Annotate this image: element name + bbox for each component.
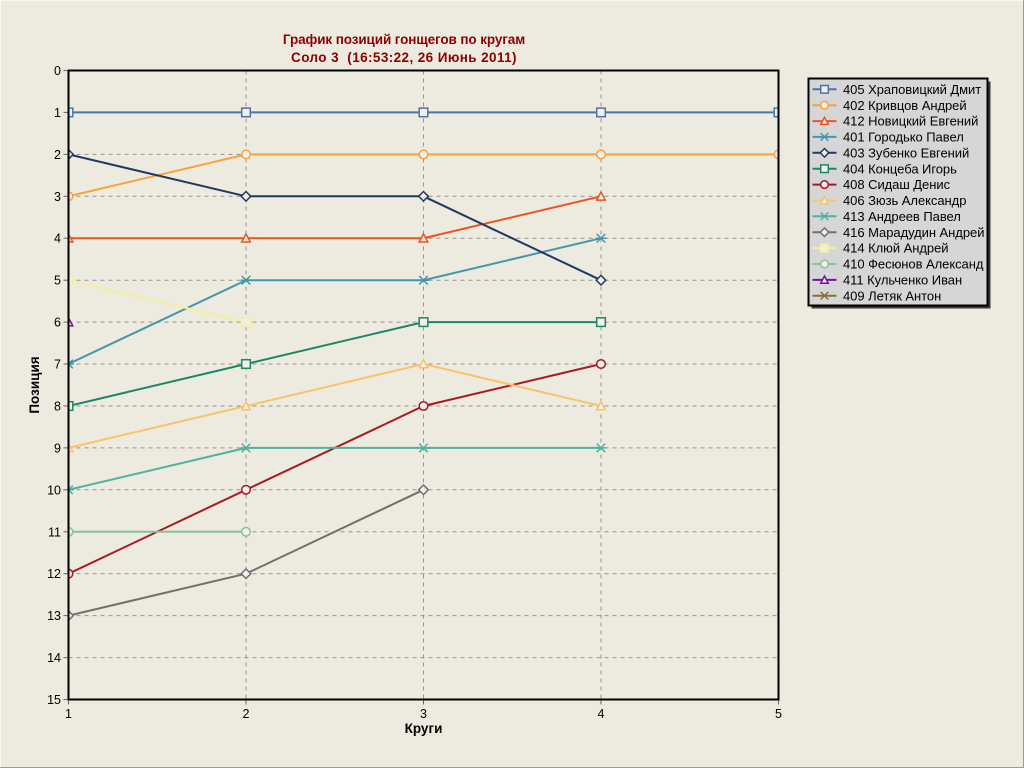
svg-text:4: 4 [54, 232, 61, 246]
svg-text:14: 14 [47, 651, 61, 665]
svg-text:405 Храповицкий Дмит: 405 Храповицкий Дмит [843, 82, 981, 97]
svg-text:3: 3 [54, 190, 61, 204]
svg-text:412 Новицкий Евгений: 412 Новицкий Евгений [843, 114, 978, 129]
svg-text:402 Кривцов Андрей: 402 Кривцов Андрей [843, 98, 967, 113]
svg-text:2: 2 [243, 707, 250, 721]
svg-text:403 Зубенко Евгений: 403 Зубенко Евгений [843, 145, 969, 160]
svg-text:7: 7 [54, 358, 61, 372]
svg-text:8: 8 [54, 400, 61, 414]
svg-text:6: 6 [54, 316, 61, 330]
svg-text:0: 0 [54, 64, 61, 78]
svg-text:406 Зюзь Александр: 406 Зюзь Александр [843, 193, 966, 208]
svg-text:4: 4 [598, 707, 605, 721]
svg-text:Соло 3 (16:53:22, 26 Июнь 201: Соло 3 (16:53:22, 26 Июнь 2011) [291, 50, 517, 65]
svg-text:3: 3 [420, 707, 427, 721]
svg-text:10: 10 [47, 483, 61, 497]
svg-text:15: 15 [47, 693, 61, 707]
svg-text:Круги: Круги [405, 721, 443, 736]
svg-text:401 Городько Павел: 401 Городько Павел [843, 130, 964, 145]
svg-text:5: 5 [54, 274, 61, 288]
svg-text:12: 12 [47, 567, 61, 581]
svg-text:2: 2 [54, 148, 61, 162]
svg-text:11: 11 [48, 525, 61, 539]
svg-text:1: 1 [65, 707, 72, 721]
svg-text:411 Кульченко Иван: 411 Кульченко Иван [843, 273, 962, 288]
svg-text:416 Марадудин Андрей: 416 Марадудин Андрей [843, 225, 984, 240]
svg-text:13: 13 [47, 609, 61, 623]
svg-text:Позиция: Позиция [27, 356, 42, 413]
svg-text:408 Сидаш Денис: 408 Сидаш Денис [843, 177, 951, 192]
svg-text:413 Андреев Павел: 413 Андреев Павел [843, 209, 961, 224]
svg-text:414 Клюй Андрей: 414 Клюй Андрей [843, 241, 949, 256]
svg-text:График позиций гонщегов по кру: График позиций гонщегов по кругам [283, 32, 525, 47]
svg-text:1: 1 [54, 106, 61, 120]
svg-text:404 Концеба Игорь: 404 Концеба Игорь [843, 161, 957, 176]
svg-text:5: 5 [775, 707, 782, 721]
svg-text:409 Летяк Антон: 409 Летяк Антон [843, 288, 941, 303]
svg-text:9: 9 [54, 441, 61, 455]
svg-text:410 Фесюнов Александ: 410 Фесюнов Александ [843, 257, 984, 272]
